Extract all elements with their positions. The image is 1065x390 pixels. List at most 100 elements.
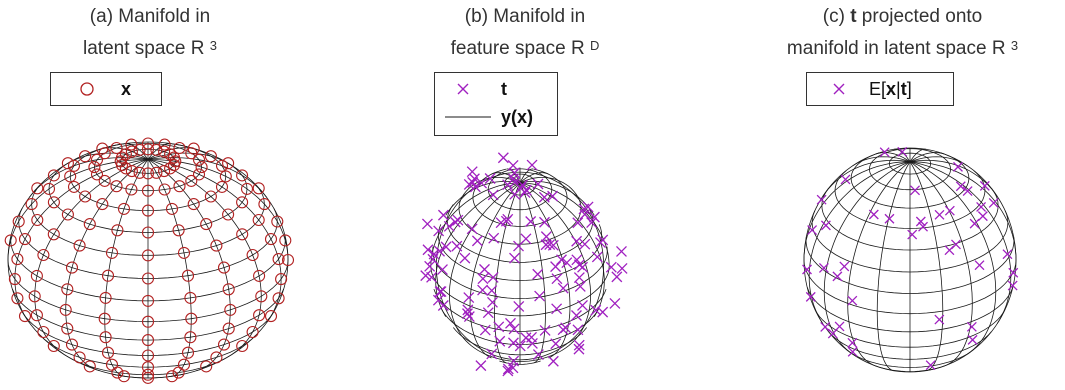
- cross-marker: [577, 299, 588, 311]
- panel-a: (a) Manifold in latent space R 3 x: [0, 0, 300, 390]
- circle-marker: [90, 153, 104, 166]
- cross-marker: [471, 235, 483, 247]
- circle-marker: [236, 196, 249, 209]
- panel-b-title-sup: D: [590, 38, 600, 53]
- cross-marker: [907, 229, 918, 240]
- legend-row: y(x): [435, 104, 557, 130]
- cross-marker: [487, 296, 498, 308]
- legend-label-yx: y(x): [501, 107, 534, 127]
- circle-marker: [79, 190, 92, 203]
- cross-marker: [879, 147, 890, 158]
- circle-marker: [37, 248, 50, 262]
- circle-marker: [222, 208, 235, 221]
- panel-b-title-line1: (b) Manifold in: [464, 6, 586, 27]
- cross-marker: [616, 262, 628, 274]
- cross-marker: [532, 178, 544, 190]
- cross-marker: [1002, 249, 1013, 260]
- longitude-line: [14, 159, 149, 323]
- circle-marker: [96, 198, 109, 211]
- cross-marker: [976, 201, 987, 212]
- circle-marker: [141, 137, 155, 150]
- projected-manifold-globe: [802, 146, 1019, 373]
- circle-marker: [61, 322, 74, 335]
- cross-marker: [805, 291, 816, 302]
- cross-marker: [494, 335, 506, 347]
- panel-c-title-prefix: (c): [822, 6, 851, 27]
- circle-marker: [30, 269, 43, 282]
- circle-marker: [64, 170, 77, 183]
- cross-marker: [507, 159, 519, 171]
- circle-marker: [185, 147, 198, 160]
- legend-label-x: x: [121, 79, 132, 99]
- circle-marker: [246, 325, 259, 339]
- latitude-line: [48, 162, 248, 233]
- circle-marker: [101, 346, 115, 359]
- cross-marker: [466, 166, 478, 178]
- cross-marker: [437, 300, 449, 311]
- circle-marker: [12, 215, 25, 228]
- circle-marker: [37, 325, 50, 339]
- cross-marker: [424, 260, 436, 272]
- circle-marker: [105, 358, 119, 371]
- cross-marker: [451, 240, 463, 252]
- cross-marker: [1008, 267, 1019, 278]
- circle-marker: [47, 196, 60, 209]
- panel-c-legend: E[x|t]: [806, 72, 954, 106]
- circle-marker: [125, 165, 138, 178]
- cross-marker: [434, 286, 446, 298]
- circle-marker: [31, 182, 44, 195]
- longitude-line: [34, 159, 149, 358]
- circle-marker: [110, 180, 123, 193]
- cross-marker: [1007, 280, 1018, 291]
- circle-marker: [272, 253, 285, 266]
- cross-marker-icon: [833, 83, 845, 95]
- longitude-line: [147, 157, 267, 198]
- circle-marker: [141, 349, 155, 362]
- longitude-line: [519, 182, 605, 317]
- longitude-line: [469, 182, 521, 359]
- circle-marker: [141, 226, 155, 239]
- cross-marker: [488, 232, 500, 244]
- legend-label-expectation: E[x|t]: [869, 79, 912, 99]
- cross-marker: [440, 241, 452, 253]
- cross-marker: [572, 324, 584, 336]
- circle-marker: [173, 180, 186, 193]
- globe-outline: [803, 147, 1017, 373]
- cross-marker: [840, 174, 851, 185]
- cross-marker: [571, 310, 582, 321]
- longitude-line: [519, 182, 571, 359]
- latitude-line: [440, 307, 600, 346]
- cross-marker: [486, 348, 498, 360]
- circle-marker: [11, 253, 24, 266]
- latitude-line: [811, 210, 1009, 273]
- cross-marker: [513, 240, 524, 252]
- cross-marker: [571, 254, 583, 266]
- cross-marker: [513, 300, 525, 312]
- circle-marker: [141, 143, 155, 156]
- longitude-line: [822, 159, 911, 197]
- cross-marker: [590, 304, 602, 316]
- circle-marker: [222, 157, 235, 170]
- cross-marker: [544, 239, 556, 251]
- circle-marker: [105, 246, 119, 259]
- cross-marker: [539, 324, 551, 336]
- longitude-line: [909, 161, 997, 355]
- circle-marker: [67, 180, 81, 193]
- cross-marker: [476, 177, 488, 189]
- circle-marker: [141, 334, 155, 347]
- cross-marker: [944, 205, 955, 216]
- circle-marker: [195, 161, 208, 174]
- circle-marker: [141, 272, 155, 285]
- circle-marker: [42, 182, 56, 195]
- circle-marker: [165, 370, 179, 383]
- circle-marker: [264, 310, 278, 323]
- cross-marker: [486, 285, 498, 297]
- circle-marker: [47, 339, 60, 353]
- cross-marker: [847, 337, 858, 348]
- circle-marker: [141, 294, 155, 307]
- circle-marker: [236, 339, 249, 353]
- circle-marker: [252, 182, 265, 195]
- legend-row: x: [51, 76, 161, 102]
- cross-marker: [884, 213, 895, 224]
- longitude-line: [29, 157, 149, 198]
